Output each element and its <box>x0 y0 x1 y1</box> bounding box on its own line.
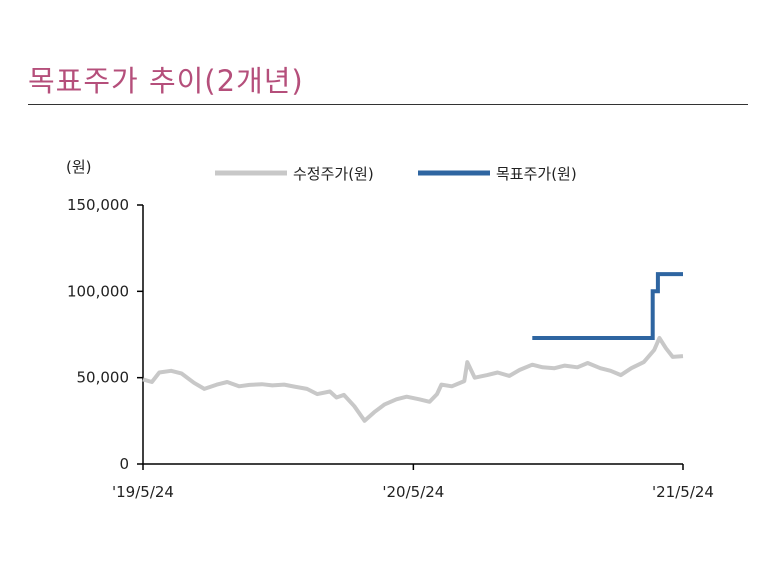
y-tick-label: 150,000 <box>67 196 129 214</box>
y-ticks: 0 50,000 100,000 150,000 <box>67 196 143 473</box>
legend-label-adjusted-price: 수정주가(원) <box>293 165 374 183</box>
y-axis-unit-label: (원) <box>66 158 92 176</box>
x-tick-label: '20/5/24 <box>382 483 444 501</box>
legend-label-target-price: 목표주가(원) <box>496 165 577 183</box>
legend: 수정주가(원) 목표주가(원) <box>215 165 577 183</box>
plot-area <box>142 272 684 423</box>
y-tick-label: 0 <box>119 455 129 473</box>
y-tick-label: 100,000 <box>67 282 129 300</box>
section-title: 목표주가 추이(2개년) <box>28 64 304 98</box>
series-line-adjusted-price <box>142 336 684 423</box>
series-line-target-price <box>532 272 683 340</box>
x-tick-label: '21/5/24 <box>652 483 714 501</box>
title-divider <box>28 104 748 105</box>
x-ticks: '19/5/24 '20/5/24 '21/5/24 <box>112 464 714 501</box>
x-tick-label: '19/5/24 <box>112 483 174 501</box>
y-tick-label: 50,000 <box>77 369 130 387</box>
axes <box>142 205 683 465</box>
